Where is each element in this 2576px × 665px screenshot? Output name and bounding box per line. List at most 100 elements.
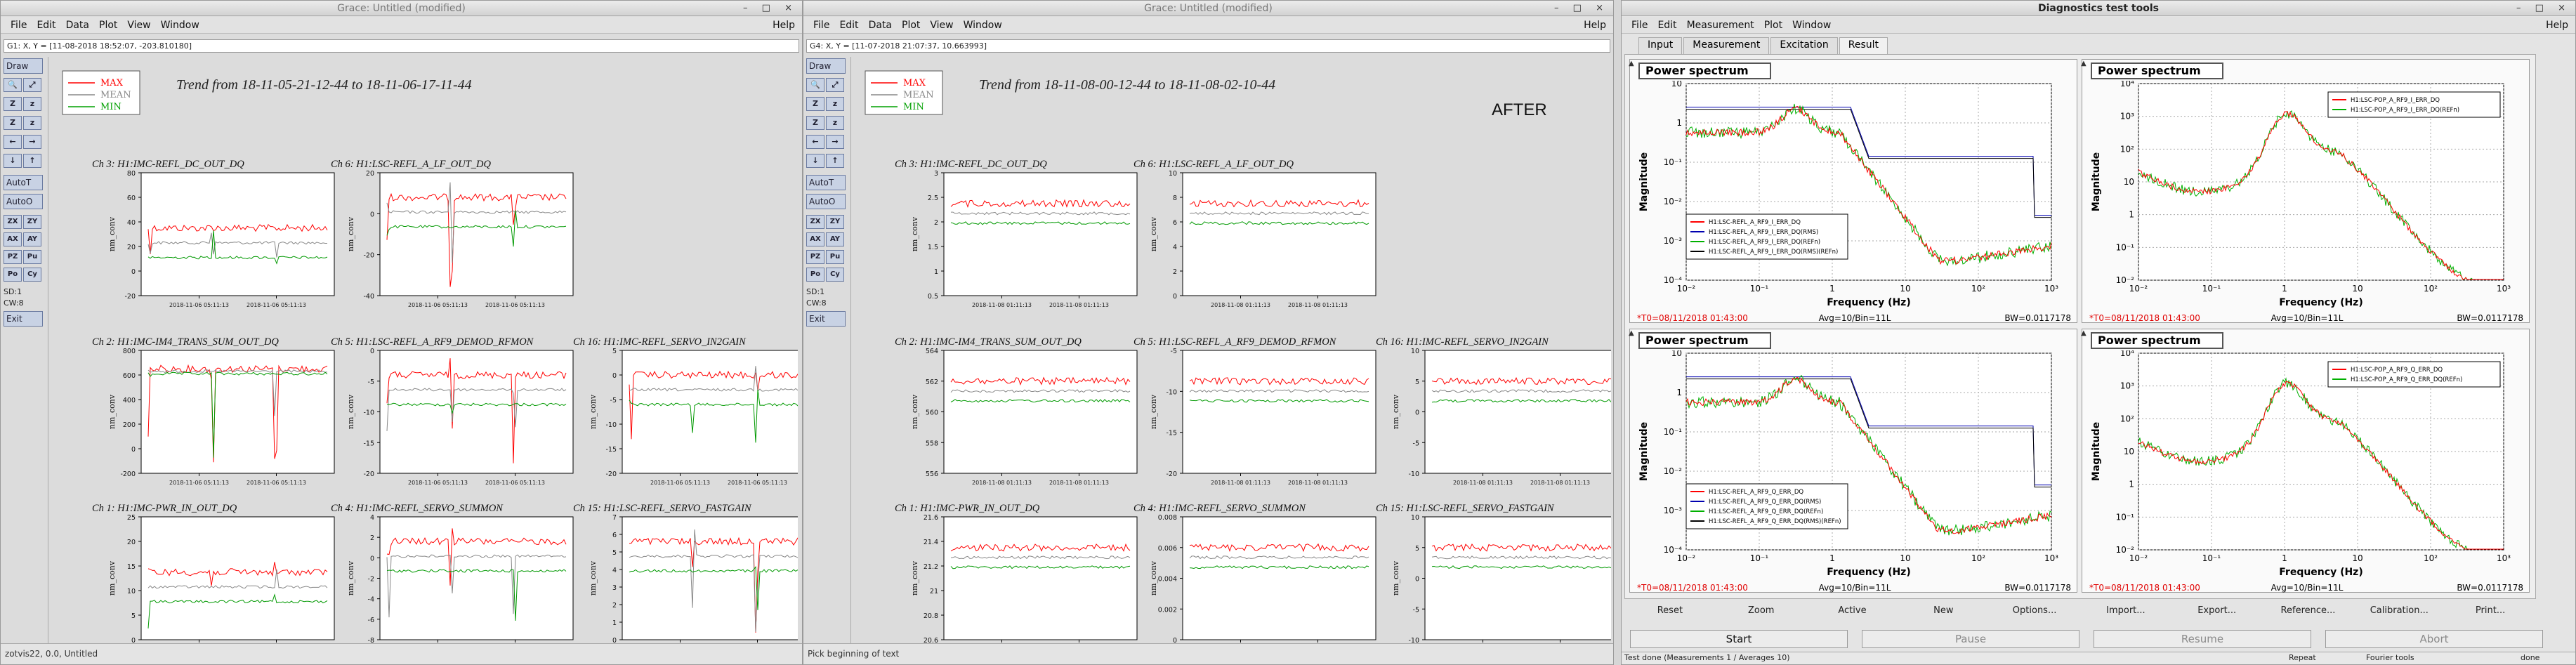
zoom-y-icon[interactable]: z xyxy=(826,97,844,111)
spectrum-plot[interactable]: 10⁻² 10⁻¹ 1 10 10² 10³ 10 1 10⁻¹ 10⁻² 10⁻³ 10⁻⁴ Freq… xyxy=(1630,81,2078,324)
tool-ax-button[interactable]: AX xyxy=(4,232,22,246)
tool-ax-button[interactable]: AX xyxy=(806,232,824,246)
autoscale-icon[interactable]: ⤢ xyxy=(826,78,844,92)
scroll-down-icon[interactable]: ↓ xyxy=(806,154,824,168)
menu-edit[interactable]: Edit xyxy=(1657,20,1677,31)
menu-file[interactable]: File xyxy=(813,20,830,31)
start-button[interactable]: Start xyxy=(1630,630,1848,648)
tool-zy-button[interactable]: ZY xyxy=(23,215,41,229)
tab-excitation[interactable]: Excitation xyxy=(1770,37,1838,54)
autoscale-icon[interactable]: ⤢ xyxy=(23,78,41,92)
menu-measurement[interactable]: Measurement xyxy=(1686,20,1754,31)
grace-graphs[interactable]: MAX MEAN MIN Trend from 18-11-05-21-12-44 t… xyxy=(50,57,802,652)
scroll-left-icon[interactable]: ← xyxy=(806,135,824,149)
tool-pu-button[interactable]: Pu xyxy=(826,250,844,264)
draw-button[interactable]: Draw xyxy=(4,58,43,74)
scroll-up-icon[interactable]: ↑ xyxy=(23,154,41,168)
tab-result[interactable]: Result xyxy=(1839,37,1888,54)
autoorder-button[interactable]: AutoO xyxy=(806,194,846,209)
menu-data[interactable]: Data xyxy=(65,20,89,31)
menu-view[interactable]: View xyxy=(127,20,151,31)
menu-help[interactable]: Help xyxy=(773,20,795,31)
reference-button[interactable]: Reference... xyxy=(2280,605,2336,616)
tool-pu-button[interactable]: Pu xyxy=(23,250,41,264)
menu-edit[interactable]: Edit xyxy=(839,20,859,31)
scroll-down-icon[interactable]: ↓ xyxy=(4,154,22,168)
graph-canvas[interactable]: MAX MEAN MIN Trend from 18-11-05-21-12-44 t… xyxy=(50,57,802,652)
zoom-out-y-icon[interactable]: z xyxy=(23,116,41,130)
print-button[interactable]: Print... xyxy=(2475,605,2506,616)
menu-help[interactable]: Help xyxy=(1584,20,1606,31)
tool-cy-button[interactable]: Cy xyxy=(23,268,41,282)
menu-file[interactable]: File xyxy=(11,20,27,31)
spectrum-plot[interactable]: 10⁻² 10⁻¹ 1 10 10² 10³ 10⁴ 10³ 10² 10 1 10⁻¹ 10⁻² Fre… xyxy=(2082,81,2530,324)
autotick-button[interactable]: AutoT xyxy=(4,175,43,190)
tool-pz-button[interactable]: PZ xyxy=(4,250,22,264)
spectrum-plot[interactable]: 10⁻² 10⁻¹ 1 10 10² 10³ 10 1 10⁻¹ 10⁻² 10⁻³ 10⁻⁴ Freq… xyxy=(1630,350,2078,593)
zoom-x-icon[interactable]: Z xyxy=(4,97,22,111)
tool-zx-button[interactable]: ZX xyxy=(4,215,22,229)
zoom-icon[interactable]: 🔍 xyxy=(4,78,22,92)
calibration-button[interactable]: Calibration... xyxy=(2370,605,2429,616)
zoom-y-icon[interactable]: z xyxy=(23,97,41,111)
menu-view[interactable]: View xyxy=(930,20,954,31)
menu-window[interactable]: Window xyxy=(963,20,1002,31)
graph-canvas[interactable]: MAX MEAN MIN Trend from 18-11-08-00-12-44 t… xyxy=(853,57,1613,652)
tool-zx-button[interactable]: ZX xyxy=(806,215,824,229)
menu-window[interactable]: Window xyxy=(160,20,199,31)
power-spectrum-panel[interactable]: ▲ Power spectrum 10⁻² 10⁻¹ 1 10 10² 10³ 10 1 10⁻¹ 1… xyxy=(1629,59,2077,323)
exit-button[interactable]: Exit xyxy=(4,311,43,327)
window-controls[interactable]: – □ × xyxy=(743,3,798,13)
zoom-in-x-icon[interactable]: Z xyxy=(4,116,22,130)
pause-button[interactable]: Pause xyxy=(1862,630,2079,648)
tab-measurement[interactable]: Measurement xyxy=(1683,37,1770,54)
draw-button[interactable]: Draw xyxy=(806,58,846,74)
options-button[interactable]: Options... xyxy=(2012,605,2057,616)
trend-graph[interactable]: Ch 5: H1:LSC-REFL_A_RF9_DEMOD_RFMON-5 -10… xyxy=(1133,336,1376,486)
window-controls[interactable]: – □ × xyxy=(1554,3,1609,13)
menu-file[interactable]: File xyxy=(1631,20,1648,31)
power-spectrum-panel[interactable]: ▲ Power spectrum 10⁻² 10⁻¹ 1 10 10² 10³ 10⁴ 10³ 10… xyxy=(2081,329,2530,593)
spectrum-plot[interactable]: 10⁻² 10⁻¹ 1 10 10² 10³ 10⁴ 10³ 10² 10 1 10⁻¹ 10⁻² Fre… xyxy=(2082,350,2530,593)
tool-ay-button[interactable]: AY xyxy=(23,232,41,246)
exit-button[interactable]: Exit xyxy=(806,311,846,327)
active-button[interactable]: Active xyxy=(1838,605,1867,616)
scroll-right-icon[interactable]: → xyxy=(826,135,844,149)
menu-plot[interactable]: Plot xyxy=(99,20,118,31)
tab-input[interactable]: Input xyxy=(1638,37,1683,54)
panel-toggle-icon[interactable]: ▲ xyxy=(2081,329,2087,337)
grace-graphs[interactable]: MAX MEAN MIN Trend from 18-11-08-00-12-44 t… xyxy=(853,57,1613,652)
menu-plot[interactable]: Plot xyxy=(1763,20,1783,31)
import-button[interactable]: Import... xyxy=(2106,605,2145,616)
window-controls[interactable]: – □ × xyxy=(2516,3,2571,13)
tool-ay-button[interactable]: AY xyxy=(826,232,844,246)
scroll-up-icon[interactable]: ↑ xyxy=(826,154,844,168)
tool-pz-button[interactable]: PZ xyxy=(806,250,824,264)
tool-po-button[interactable]: Po xyxy=(806,268,824,282)
reset-button[interactable]: Reset xyxy=(1657,605,1683,616)
abort-button[interactable]: Abort xyxy=(2325,630,2543,648)
menu-edit[interactable]: Edit xyxy=(37,20,56,31)
panel-toggle-icon[interactable]: ▲ xyxy=(1629,60,1634,67)
power-spectrum-panel[interactable]: ▲ Power spectrum 10⁻² 10⁻¹ 1 10 10² 10³ 10 1 10⁻¹ 1… xyxy=(1629,329,2077,593)
export-button[interactable]: Export... xyxy=(2197,605,2237,616)
new-button[interactable]: New xyxy=(1933,605,1954,616)
zoom-icon[interactable]: 🔍 xyxy=(806,78,824,92)
autotick-button[interactable]: AutoT xyxy=(806,175,846,190)
resume-button[interactable]: Resume xyxy=(2094,630,2311,648)
menu-window[interactable]: Window xyxy=(1792,20,1832,31)
scroll-right-icon[interactable]: → xyxy=(23,135,41,149)
menu-plot[interactable]: Plot xyxy=(902,20,921,31)
